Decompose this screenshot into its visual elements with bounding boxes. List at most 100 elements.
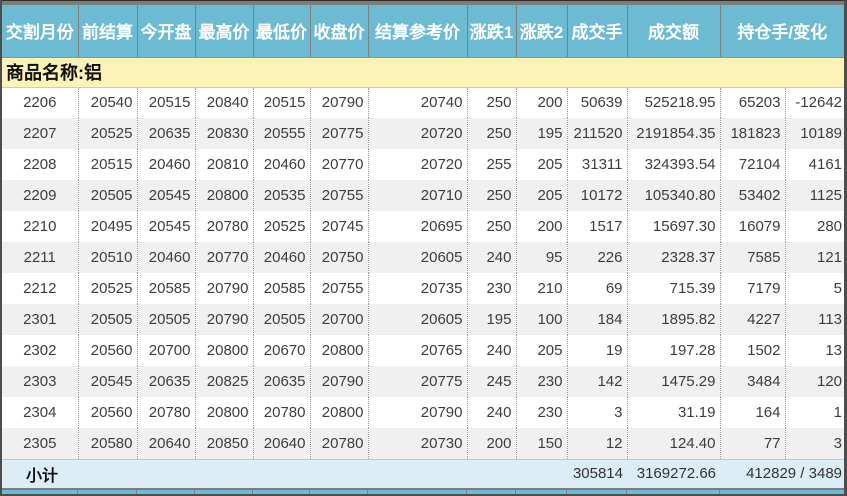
- cell-volume: 50639: [567, 87, 628, 118]
- cell-open: 20640: [137, 428, 196, 459]
- table-row[interactable]: 2304 20560 20780 20800 20780 20800 20790 240 230…: [2, 397, 844, 428]
- cell-change1: 240: [467, 242, 517, 273]
- cell-delivery-month: 2211: [2, 242, 79, 273]
- cell-oi-change: 5: [833, 280, 843, 297]
- cell-prev-settlement: 20525: [78, 273, 138, 304]
- table-header: 交割月份 前结算 今开盘 最高价 最低价 收盘价 结算参考价 涨跌1 涨跌2 成…: [2, 5, 844, 58]
- cell-open: 20635: [137, 366, 196, 397]
- col-header-change2[interactable]: 涨跌2: [516, 5, 568, 58]
- cell-close: 20755: [310, 180, 369, 211]
- cell-open: 20515: [137, 87, 196, 118]
- cell-change2: 205: [516, 180, 568, 211]
- col-header-turnover[interactable]: 成交额: [627, 5, 721, 58]
- table-row[interactable]: 2303 20545 20635 20825 20635 20790 20775 245 230…: [2, 366, 844, 397]
- cell-turnover: 715.39: [627, 273, 721, 304]
- cell-prev-settlement: 20505: [78, 304, 138, 335]
- cell-oi-change: 3: [785, 428, 844, 459]
- next-header-cell-partial: [310, 490, 368, 494]
- col-header-prev-settlement[interactable]: 前结算: [78, 5, 138, 58]
- table-row[interactable]: 2206 20540 20515 20840 20515 20790 20740 250 200…: [2, 87, 844, 118]
- cell-prev-settlement: 20525: [78, 118, 138, 149]
- cell-change1: 240: [467, 397, 517, 428]
- cell-close: 20745: [310, 211, 369, 242]
- col-header-close[interactable]: 收盘价: [310, 5, 369, 58]
- cell-prev-settlement: 20495: [78, 211, 138, 242]
- cell-settlement-ref: 20720: [368, 149, 468, 180]
- next-header-cell-partial: [368, 490, 467, 494]
- cell-settlement-ref: 20790: [368, 397, 468, 428]
- cell-settlement-ref: 20605: [368, 304, 468, 335]
- cell-oi-change: 1125: [785, 180, 844, 211]
- cell-close: 20780: [310, 428, 369, 459]
- cell-open: 20505: [137, 304, 196, 335]
- cell-open-interest: 1502: [720, 335, 786, 366]
- cell-oi-change: 280: [816, 218, 843, 235]
- cell-change2: 205: [516, 335, 568, 366]
- cell-open-interest: 181823: [720, 118, 786, 149]
- cell-delivery-month: 2210: [2, 211, 79, 242]
- cell-prev-settlement: 20505: [78, 180, 138, 211]
- cell-volume: 211520: [567, 118, 628, 149]
- cell-change1: 245: [467, 366, 517, 397]
- cell-volume: 31311: [567, 149, 628, 180]
- cell-close: 20755: [310, 273, 369, 304]
- table-row[interactable]: 2212 20525 20585 20790 20585 20755 20735 230 210…: [2, 273, 844, 304]
- table-row[interactable]: 2207 20525 20635 20830 20555 20775 20720 250 195…: [2, 118, 844, 149]
- subtotal-open-interest-change: 412829 / 3489: [720, 458, 844, 488]
- cell-delivery-month: 2302: [2, 335, 79, 366]
- col-header-settlement-ref[interactable]: 结算参考价: [368, 5, 468, 58]
- cell-change2: 230: [516, 366, 568, 397]
- cell-low: 20635: [253, 366, 311, 397]
- cell-delivery-month: 2303: [2, 366, 79, 397]
- col-header-change1[interactable]: 涨跌1: [467, 5, 517, 58]
- commodity-name-label: 商品名称:铝: [2, 57, 844, 88]
- cell-close: 20775: [310, 118, 369, 149]
- cell-close: 20750: [310, 242, 369, 273]
- cell-turnover: 1895.82: [627, 304, 721, 335]
- cell-high: 20850: [195, 428, 254, 459]
- cell-high: 20790: [195, 273, 254, 304]
- cell-prev-settlement: 20560: [78, 335, 138, 366]
- table-row[interactable]: 2208 20515 20460 20810 20460 20770 20720 255 205…: [2, 149, 844, 180]
- table-row[interactable]: 2211 20510 20460 20770 20460 20750 20605 240 95 2…: [2, 242, 844, 273]
- cell-open: 20460: [137, 149, 196, 180]
- cell-delivery-month: 2207: [2, 118, 79, 149]
- cell-high: 20780: [195, 211, 254, 242]
- col-header-open-interest-change[interactable]: 持仓手/变化: [720, 5, 844, 58]
- cell-change2: 195: [516, 118, 568, 149]
- col-header-delivery-month[interactable]: 交割月份: [2, 5, 79, 58]
- col-header-open[interactable]: 今开盘: [137, 5, 196, 58]
- cell-change1: 250: [467, 87, 517, 118]
- cell-low: 20640: [253, 428, 311, 459]
- cell-high: 20840: [195, 87, 254, 118]
- table-row[interactable]: 2210 20495 20545 20780 20525 20745 20695 250 200…: [2, 211, 844, 242]
- col-header-low[interactable]: 最低价: [253, 5, 311, 58]
- cell-settlement-ref: 20695: [368, 211, 468, 242]
- table-row[interactable]: 2209 20505 20545 20800 20535 20755 20710 250 205…: [2, 180, 844, 211]
- cell-turnover: 197.28: [627, 335, 721, 366]
- cell-volume: 10172: [567, 180, 628, 211]
- cell-prev-settlement: 20545: [78, 366, 138, 397]
- cell-change2: 200: [516, 87, 568, 118]
- cell-turnover: 2191854.35: [627, 118, 721, 149]
- cell-change1: 240: [467, 335, 517, 366]
- cell-high: 20770: [195, 242, 254, 273]
- subtotal-volume: 305814: [567, 458, 627, 488]
- table-row[interactable]: 2305 20580 20640 20850 20640 20780 20730 200 150…: [2, 428, 844, 459]
- table-row[interactable]: 2302 20560 20700 20800 20670 20800 20765 240 205…: [2, 335, 844, 366]
- cell-oi-change: 4161: [808, 156, 843, 173]
- table-row[interactable]: 2301 20505 20505 20790 20505 20700 20605 195 100…: [2, 304, 844, 335]
- cell-change1: 230: [467, 273, 517, 304]
- cell-prev-settlement: 20560: [78, 397, 138, 428]
- subtotal-turnover: 3169272.66: [627, 458, 720, 488]
- cell-open: 20780: [137, 397, 196, 428]
- commodity-group-row: 商品名称:铝: [2, 57, 844, 88]
- cell-low: 20505: [253, 304, 311, 335]
- cell-turnover: 15697.30: [627, 211, 721, 242]
- col-header-high[interactable]: 最高价: [195, 5, 254, 58]
- cell-close: 20800: [310, 335, 369, 366]
- next-header-cell-partial: [627, 490, 720, 494]
- col-header-volume[interactable]: 成交手: [567, 5, 628, 58]
- cell-low: 20555: [253, 118, 311, 149]
